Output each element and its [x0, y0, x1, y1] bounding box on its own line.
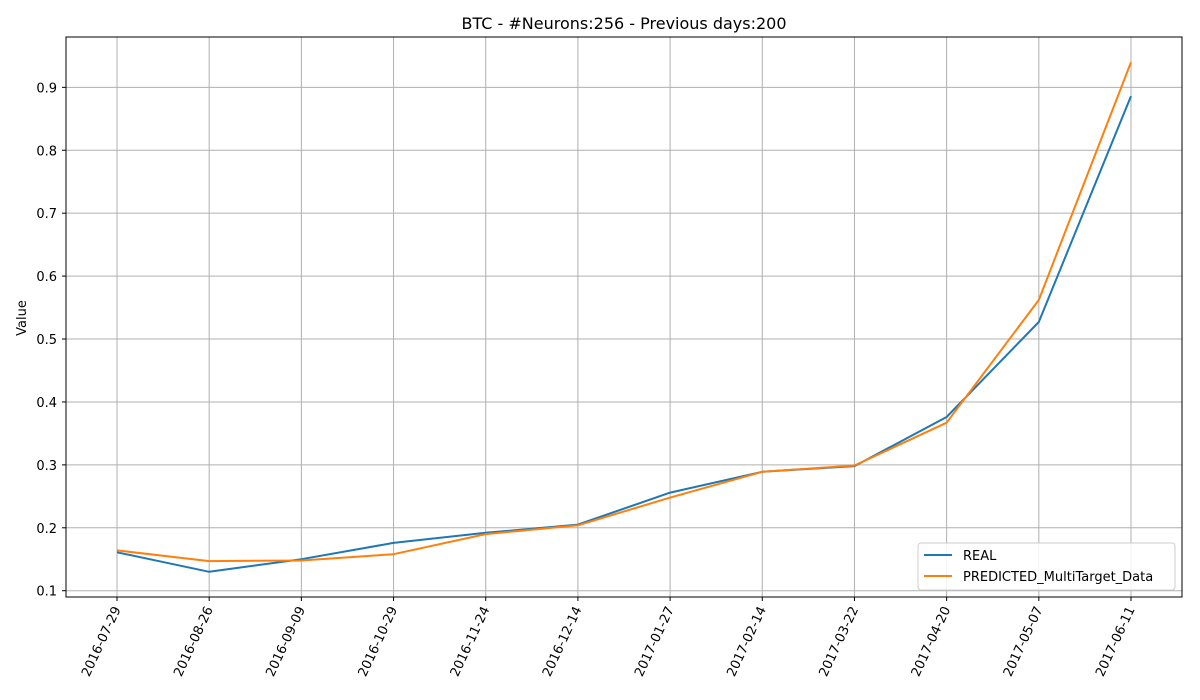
- y-axis: 0.1 0.2 0.3 0.4 0.5 0.6 0.7 0.8 0.9: [36, 81, 66, 600]
- x-tick-label: 2016-12-14: [540, 604, 586, 679]
- y-tick-label: 0.3: [36, 459, 57, 474]
- x-tick-label: 2017-01-27: [632, 604, 678, 679]
- y-tick-label: 0.1: [36, 585, 57, 600]
- y-tick-label: 0.8: [36, 144, 57, 159]
- grid: [66, 37, 1182, 597]
- x-tick-label: 2017-06-11: [1093, 604, 1139, 679]
- x-tick-label: 2017-03-22: [817, 604, 863, 679]
- y-tick-label: 0.6: [36, 270, 57, 285]
- y-tick-label: 0.9: [36, 81, 57, 96]
- y-tick-label: 0.7: [36, 207, 57, 222]
- x-tick-label: 2016-09-09: [263, 604, 309, 679]
- y-axis-label: Value: [15, 300, 30, 336]
- plot-frame: [65, 36, 1183, 598]
- legend: REAL PREDICTED_MultiTarget_Data: [917, 542, 1176, 591]
- legend-label: PREDICTED_MultiTarget_Data: [963, 570, 1153, 585]
- y-tick-label: 0.2: [36, 522, 57, 537]
- x-tick-label: 2017-02-14: [724, 604, 770, 679]
- x-axis: 2016-07-29 2016-08-26 2016-09-09 2016-10-29…: [79, 597, 1139, 679]
- x-tick-label: 2016-08-26: [171, 604, 217, 679]
- legend-box: [917, 542, 1176, 591]
- y-tick-label: 0.5: [36, 333, 57, 348]
- series-line-predicted: [116, 61, 1132, 563]
- x-tick-label: 2017-05-07: [1001, 604, 1047, 679]
- legend-label: REAL: [963, 549, 997, 564]
- chart-title: BTC - #Neurons:256 - Previous days:200: [461, 14, 786, 33]
- x-tick-label: 2016-07-29: [79, 604, 125, 679]
- x-tick-label: 2016-11-24: [448, 604, 494, 679]
- series-line-real: [116, 95, 1132, 573]
- x-tick-label: 2017-04-20: [909, 604, 955, 679]
- series-lines: [116, 61, 1132, 573]
- x-tick-label: 2016-10-29: [356, 604, 402, 679]
- y-tick-label: 0.4: [36, 396, 57, 411]
